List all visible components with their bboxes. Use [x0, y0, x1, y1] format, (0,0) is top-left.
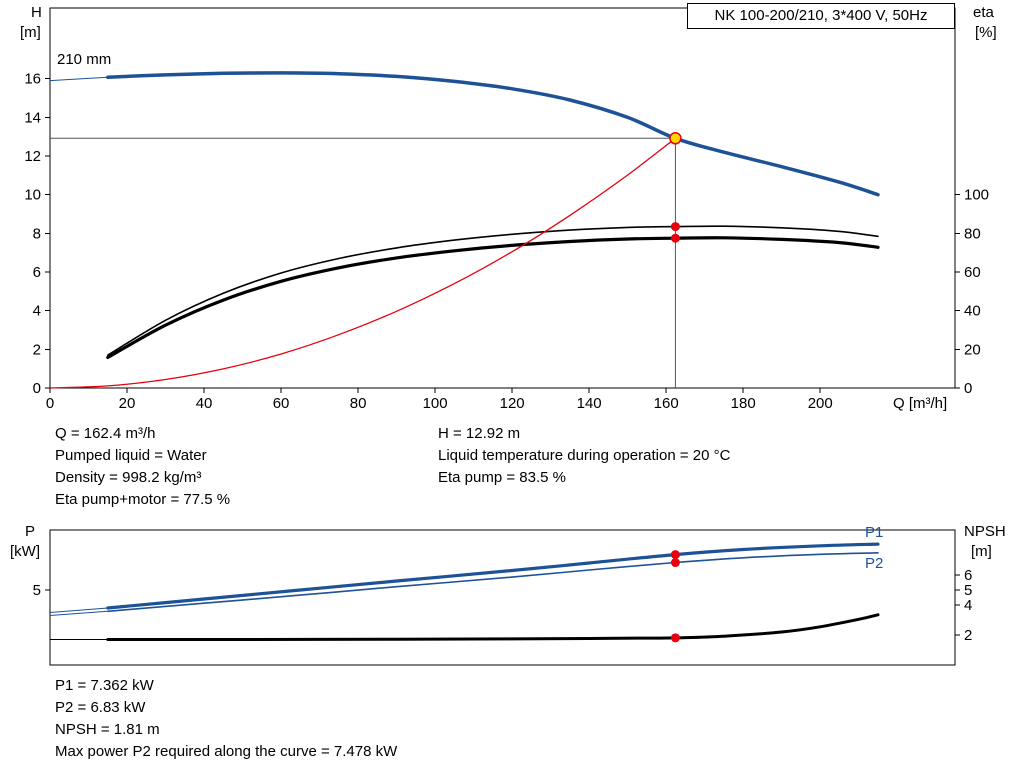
y-left-tick-label: 4: [33, 303, 41, 320]
y-left-tick-label: 14: [24, 109, 41, 126]
y-left-tick-label: 6: [33, 264, 41, 281]
pump-title-box: NK 100-200/210, 3*400 V, 50Hz: [687, 3, 955, 29]
y-left-tick-label: 8: [33, 225, 41, 242]
power-chart-frame: [49, 529, 956, 666]
y-right-tick-label: 100: [964, 187, 989, 204]
y-left-tick-label: 10: [24, 187, 41, 204]
value-marker: [670, 233, 680, 243]
value-marker: [670, 558, 680, 568]
x-axis-label: Q [m³/h]: [893, 395, 948, 412]
top-left-axis-unit: [m]: [20, 24, 41, 41]
bottom-right-axis-label: NPSH: [964, 523, 1006, 540]
value-marker: [670, 550, 680, 560]
duty-info-left-column: Q = 162.4 m³/h Pumped liquid = Water Den…: [55, 425, 230, 513]
curve-p2: [106, 552, 879, 613]
y-right-tick-label: 2: [964, 627, 972, 644]
y-left-tick-label: 16: [24, 71, 41, 88]
top-left-axis-label: H: [31, 4, 42, 21]
x-tick-label: 0: [46, 395, 54, 412]
y-right-tick-label: 20: [964, 341, 981, 358]
results-block: P1 = 7.362 kW P2 = 6.83 kW NPSH = 1.81 m…: [55, 677, 397, 765]
value-marker: [670, 633, 680, 643]
y-right-tick-label: 40: [964, 303, 981, 320]
duty-info-line-q: Q = 162.4 m³/h: [55, 425, 156, 442]
bottom-right-axis-unit: [m]: [971, 543, 992, 560]
x-tick-label: 100: [423, 395, 448, 412]
curve-head-210mm-leadin: [49, 76, 108, 82]
duty-point-marker[interactable]: [669, 132, 682, 145]
duty-info-line-h: H = 12.92 m: [438, 425, 521, 442]
y-left-tick-label: 0: [33, 380, 41, 397]
qh-chart-frame: [49, 7, 956, 389]
curve-p2-leadin: [49, 610, 108, 616]
y-right-tick-label: 6: [964, 567, 972, 584]
bottom-left-axis-unit: [kW]: [10, 543, 40, 560]
curve-head-210mm: [106, 71, 880, 197]
curve-npsh: [106, 613, 880, 642]
duty-info-line-eta-pump-motor: Eta pump+motor = 77.5 %: [55, 491, 231, 508]
duty-info-line-eta-pump: Eta pump = 83.5 %: [438, 469, 566, 486]
duty-info-line-temperature: Liquid temperature during operation = 20…: [438, 447, 731, 464]
p1-curve-label: P1: [865, 524, 884, 541]
y-right-tick-label: 5: [964, 582, 972, 599]
curve-p1: [106, 542, 880, 610]
x-tick-label: 200: [808, 395, 833, 412]
x-tick-label: 60: [273, 395, 290, 412]
y-left-tick-label: 5: [33, 582, 41, 599]
top-right-axis-label: eta: [973, 4, 994, 21]
y-left-tick-label: 12: [24, 148, 41, 165]
duty-info-right-column: H = 12.92 m Liquid temperature during op…: [438, 425, 730, 491]
result-line-p2: P2 = 6.83 kW: [55, 699, 146, 716]
x-tick-label: 180: [731, 395, 756, 412]
y-right-tick-label: 0: [964, 380, 972, 397]
bottom-left-axis-label: P: [25, 523, 36, 540]
y-right-tick-label: 80: [964, 225, 981, 242]
x-tick-label: 20: [119, 395, 136, 412]
p2-curve-label: P2: [865, 555, 884, 572]
duty-info-line-liquid: Pumped liquid = Water: [55, 447, 207, 464]
y-right-tick-label: 4: [964, 597, 972, 614]
x-tick-label: 120: [500, 395, 525, 412]
curve-eta-pump-motor: [106, 236, 880, 360]
x-tick-label: 80: [350, 395, 367, 412]
x-tick-label: 140: [577, 395, 602, 412]
result-line-npsh: NPSH = 1.81 m: [55, 721, 160, 738]
duty-info-line-density: Density = 998.2 kg/m³: [55, 469, 202, 486]
y-left-tick-label: 2: [33, 341, 41, 358]
top-right-axis-unit: [%]: [975, 24, 997, 41]
result-line-max-power: Max power P2 required along the curve = …: [55, 743, 398, 760]
x-tick-label: 160: [654, 395, 679, 412]
y-right-tick-label: 60: [964, 264, 981, 281]
impeller-diameter-label: 210 mm: [57, 51, 112, 68]
x-tick-label: 40: [196, 395, 213, 412]
curve-p1-leadin: [49, 607, 108, 613]
value-marker: [670, 222, 680, 232]
result-line-p1: P1 = 7.362 kW: [55, 677, 154, 694]
curve-eta-pump: [106, 225, 879, 356]
curve-system-curve: [49, 137, 677, 389]
